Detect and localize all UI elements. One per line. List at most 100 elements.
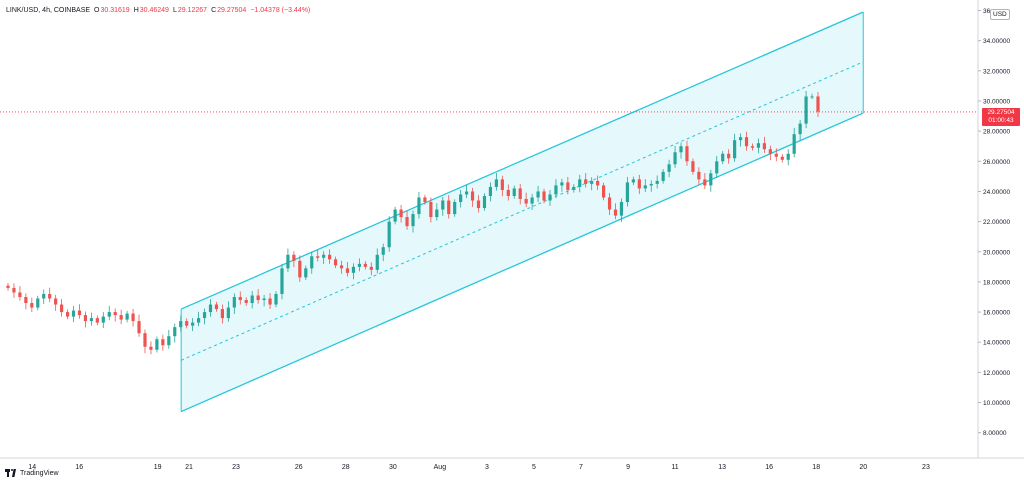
candle-body bbox=[30, 303, 34, 308]
candle-body bbox=[613, 209, 618, 216]
candle-body bbox=[697, 171, 701, 180]
candle-body bbox=[512, 188, 516, 196]
y-tick-label: 10.00000 bbox=[983, 400, 1010, 407]
candle-body bbox=[375, 254, 379, 270]
candle-body bbox=[643, 185, 647, 189]
x-tick-label: 26 bbox=[295, 464, 303, 471]
candle-body bbox=[750, 146, 755, 148]
candle-body bbox=[280, 268, 284, 294]
x-tick-label: 3 bbox=[485, 464, 489, 471]
candle-body bbox=[721, 153, 725, 162]
candle-body bbox=[673, 152, 677, 165]
candle-body bbox=[548, 194, 552, 201]
candle-body bbox=[244, 300, 248, 304]
open-value: 30.31619 bbox=[100, 7, 130, 14]
x-tick-label: 11 bbox=[671, 464, 678, 471]
candle-body bbox=[780, 156, 784, 160]
candle-body bbox=[524, 198, 528, 204]
candle-body bbox=[768, 149, 772, 154]
candle-body bbox=[322, 254, 326, 258]
candle-body bbox=[393, 209, 397, 222]
candle-body bbox=[786, 153, 790, 160]
candle-body bbox=[435, 209, 439, 218]
y-tick-label: 26.00000 bbox=[983, 159, 1010, 166]
candle-body bbox=[36, 298, 40, 308]
candle-body bbox=[584, 179, 588, 184]
y-tick-label: 18.00000 bbox=[983, 279, 1010, 286]
candle-body bbox=[423, 197, 427, 203]
x-tick-label: 20 bbox=[859, 464, 867, 471]
candle-body bbox=[441, 200, 445, 210]
candle-body bbox=[804, 96, 808, 124]
candle-body bbox=[649, 183, 653, 186]
candle-body bbox=[369, 266, 373, 270]
currency-label[interactable]: USD bbox=[990, 9, 1010, 20]
candle-body bbox=[715, 161, 719, 174]
candle-body bbox=[54, 298, 58, 305]
candle-body bbox=[774, 153, 778, 157]
candle-body bbox=[113, 312, 117, 316]
x-tick-label: 23 bbox=[232, 464, 240, 471]
channel-fill bbox=[181, 12, 864, 412]
candle-body bbox=[333, 259, 338, 266]
candle-body bbox=[607, 197, 612, 210]
last-price-tag: 29.27504 01:00:43 bbox=[982, 108, 1020, 126]
candle-body bbox=[655, 180, 659, 184]
candle-body bbox=[619, 202, 624, 216]
candle-body bbox=[173, 327, 177, 337]
candle-body bbox=[131, 313, 135, 322]
low-label: L bbox=[172, 7, 177, 14]
candle-body bbox=[6, 285, 10, 288]
candle-body bbox=[738, 137, 743, 141]
symbol-header: LINK/USD, 4h, COINBASE O30.31619 H30.462… bbox=[6, 7, 310, 14]
candle-body bbox=[685, 146, 689, 162]
candle-body bbox=[125, 313, 129, 320]
candle-body bbox=[167, 336, 171, 346]
candle-body bbox=[459, 194, 463, 203]
candle-body bbox=[250, 295, 254, 304]
low-value: 29.12267 bbox=[177, 7, 208, 14]
candle-body bbox=[89, 318, 93, 322]
candle-body bbox=[179, 321, 183, 328]
candle-body bbox=[268, 298, 272, 305]
candle-body bbox=[77, 310, 82, 316]
candle-body bbox=[566, 182, 570, 190]
candle-body bbox=[60, 304, 64, 313]
candle-body bbox=[709, 173, 713, 186]
tradingview-logo[interactable]: TradingView bbox=[5, 469, 59, 477]
x-tick-label: Aug bbox=[434, 464, 447, 471]
candle-body bbox=[42, 293, 46, 299]
candle-body bbox=[262, 298, 266, 301]
candle-body bbox=[292, 254, 296, 261]
candle-body bbox=[494, 179, 498, 187]
candle-body bbox=[18, 292, 22, 297]
open-label: O bbox=[94, 7, 100, 14]
candle-body bbox=[345, 268, 350, 273]
candle-body bbox=[298, 260, 302, 278]
y-tick-label: 34.00000 bbox=[983, 38, 1010, 45]
candle-body bbox=[733, 140, 737, 159]
candle-body bbox=[744, 137, 749, 147]
candle-body bbox=[12, 287, 16, 293]
y-tick-label: 36 bbox=[983, 8, 991, 15]
candle-body bbox=[816, 96, 820, 112]
candle-body bbox=[625, 182, 630, 203]
candle-body bbox=[810, 96, 814, 98]
x-tick-label: 19 bbox=[154, 464, 162, 471]
candle-body bbox=[590, 180, 594, 184]
candle-body bbox=[381, 247, 385, 255]
candle-body bbox=[518, 188, 522, 199]
candle-body bbox=[191, 322, 195, 326]
candle-body bbox=[304, 268, 308, 278]
high-label: H bbox=[133, 7, 139, 14]
candle-body bbox=[578, 179, 582, 187]
candle-body bbox=[500, 179, 504, 190]
candle-body bbox=[762, 143, 766, 150]
candle-body bbox=[357, 263, 361, 267]
high-value: 30.46249 bbox=[139, 7, 169, 14]
candle-body bbox=[572, 186, 576, 190]
symbol-title[interactable]: LINK/USD, 4h, COINBASE bbox=[6, 7, 91, 14]
candle-body bbox=[351, 266, 356, 273]
